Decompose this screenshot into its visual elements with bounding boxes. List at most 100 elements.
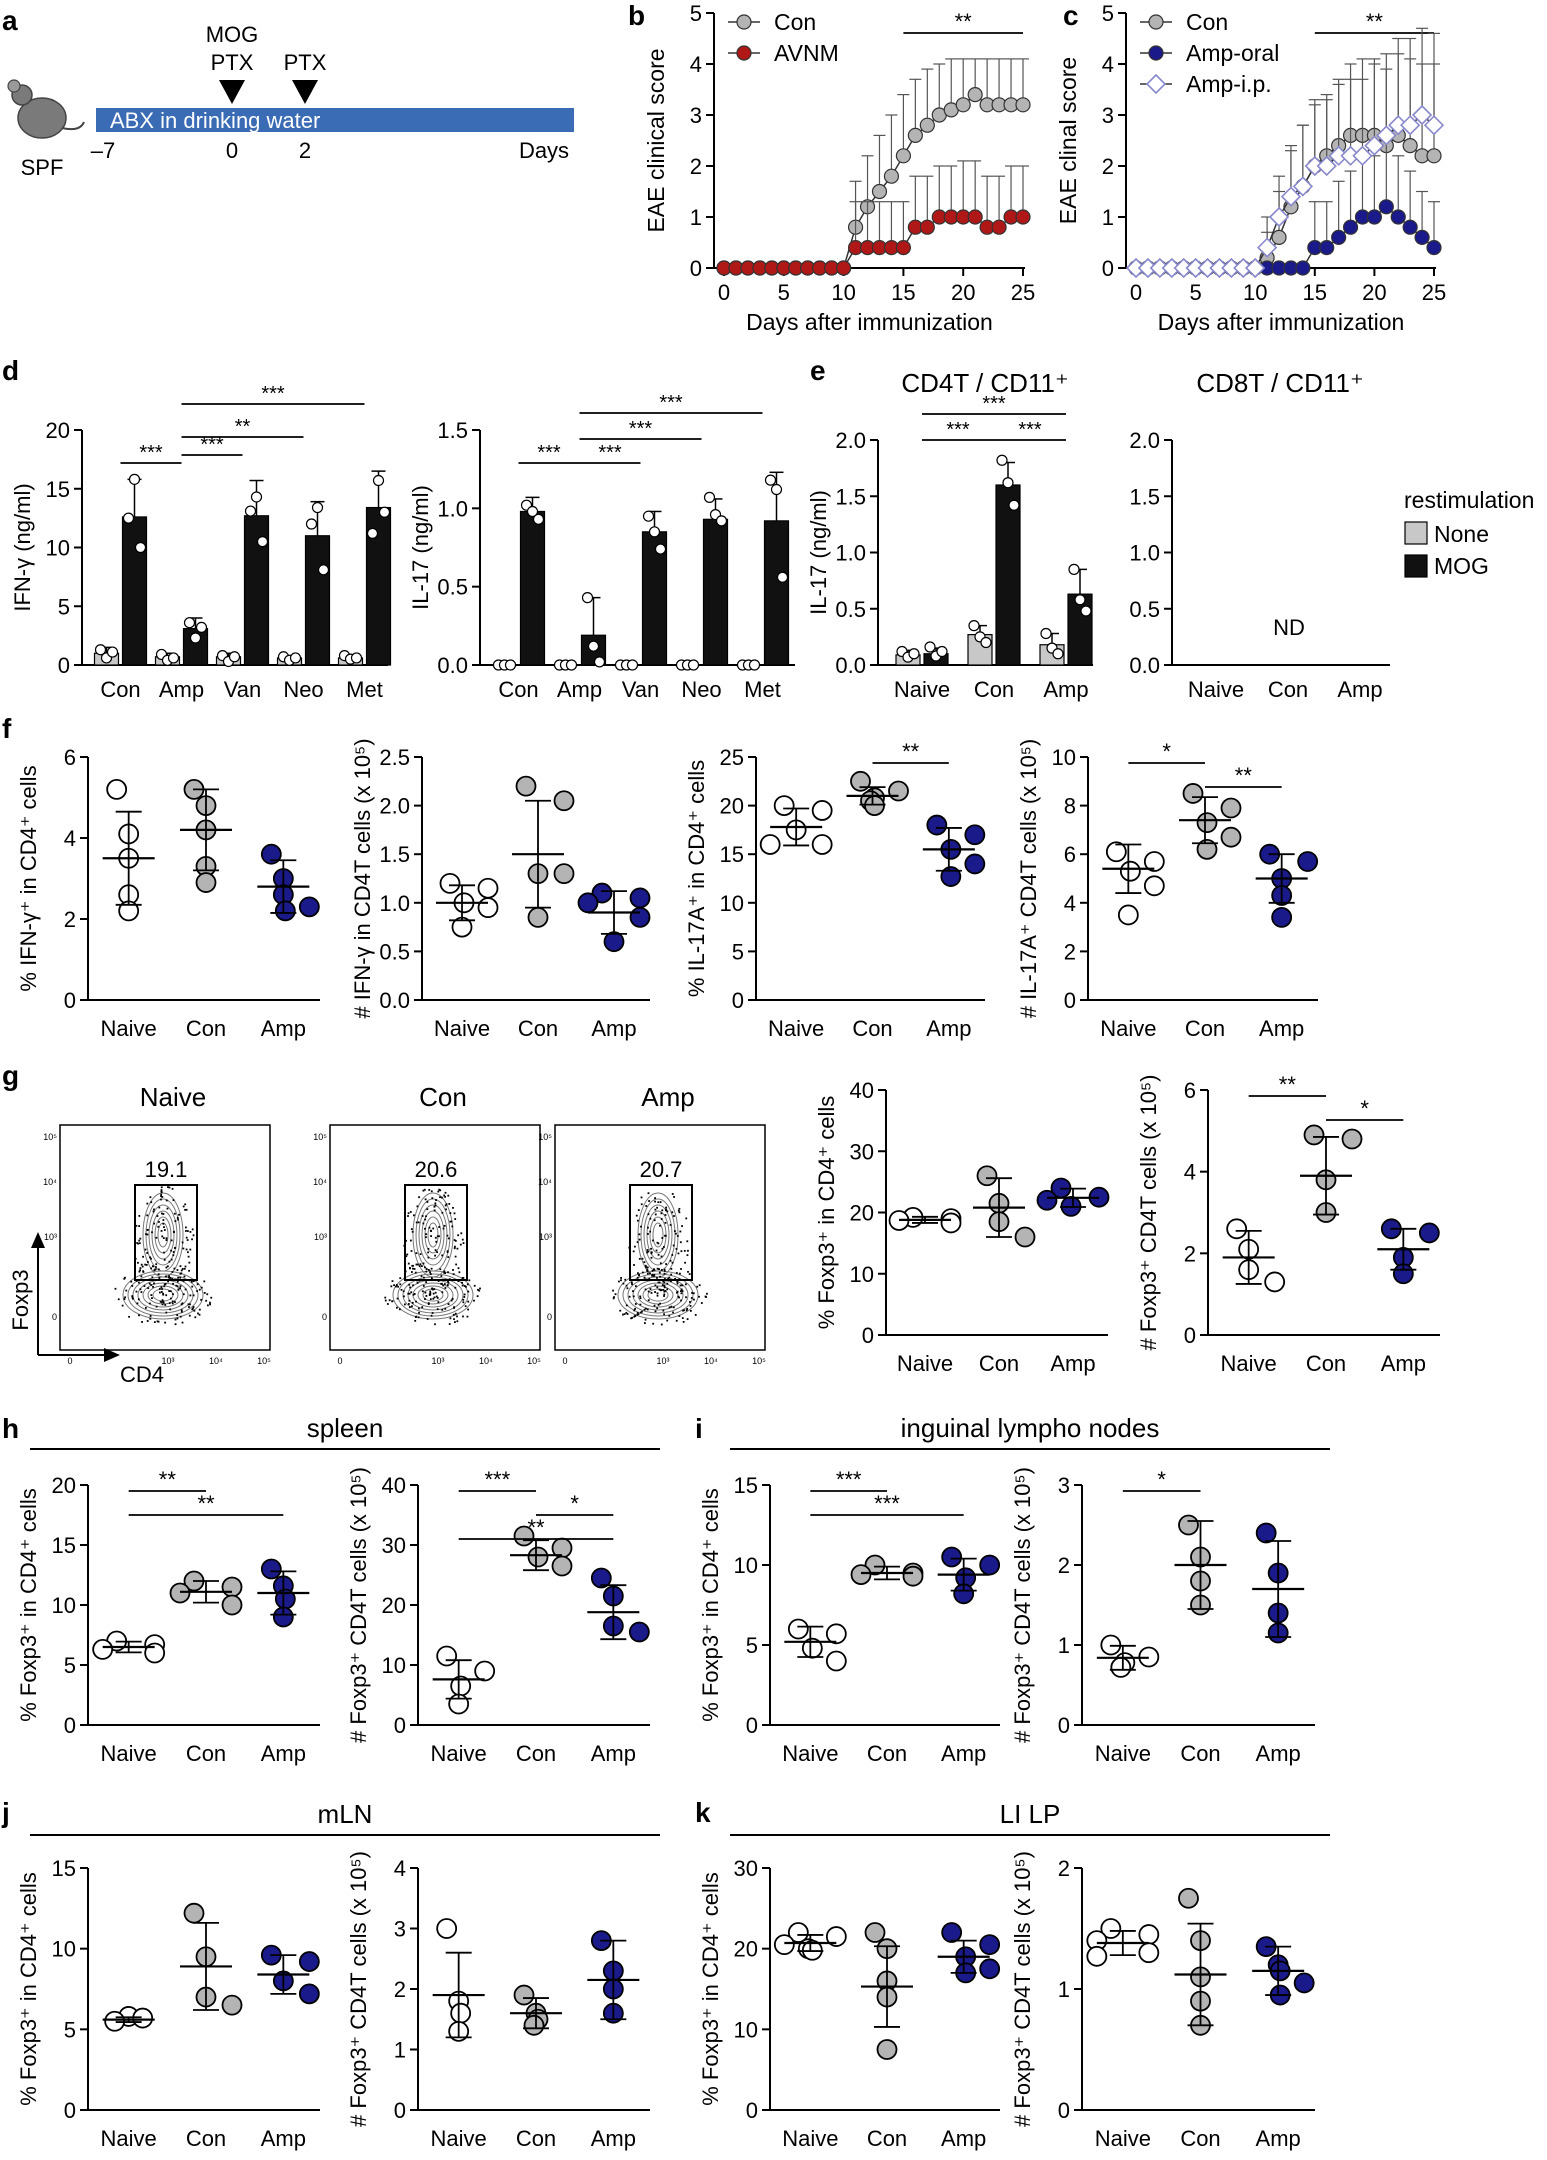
flow-plot-naive-event <box>163 1251 165 1254</box>
chart-c-x-tick-label: 10 <box>1243 280 1267 305</box>
flow-plot-amp-event <box>660 1218 663 1220</box>
flow-plot-con-y-tick-label: 10³ <box>314 1232 327 1242</box>
chart-d1-y-tick-label: 5 <box>58 594 70 619</box>
flow-plot-con-frame <box>329 1124 541 1351</box>
chart-f2-point <box>591 882 613 904</box>
chart-d2-point <box>587 640 600 652</box>
flow-plot-con-event <box>428 1294 431 1296</box>
flow-plot-con-event <box>424 1298 426 1300</box>
flow-plot-naive-event <box>142 1255 144 1258</box>
chart-b-y-tick-label: 2 <box>690 154 702 179</box>
chart-f4-point <box>1297 851 1319 872</box>
flow-plot-amp-event <box>620 1279 622 1282</box>
flow-plot-con-event <box>405 1239 407 1242</box>
chart-j2-xtick-label: Amp <box>591 2126 636 2151</box>
flow-plot-naive-event <box>188 1306 190 1308</box>
chart-k2-y-tick-label: 0 <box>1058 2098 1070 2123</box>
flow-plot-con-event <box>418 1196 420 1199</box>
flow-plot-naive-event <box>181 1268 184 1270</box>
chart-d2-bar <box>702 518 729 666</box>
chart-g2-y-tick-label: 4 <box>1184 1160 1196 1185</box>
flow-plot-amp-event <box>689 1301 691 1303</box>
chart-d2-point <box>715 515 728 527</box>
flow-plot-amp-event <box>626 1287 629 1290</box>
flow-plot-naive-event <box>205 1299 208 1302</box>
chart-d2-point <box>565 659 578 671</box>
chart-b-point <box>1015 97 1031 113</box>
flow-plot-amp-event <box>643 1276 646 1279</box>
flow-plot-naive-event <box>171 1302 174 1305</box>
flow-plot-con-event <box>422 1285 425 1287</box>
chart-i2-point <box>1178 1514 1199 1536</box>
flow-plot-naive-event <box>169 1290 172 1293</box>
flow-plot-naive-event <box>180 1309 183 1312</box>
flow-plot-naive-event <box>124 1276 126 1279</box>
flow-plot-naive-event <box>151 1297 153 1299</box>
chart-c-point <box>1426 240 1442 256</box>
flow-plot-amp-event <box>650 1292 653 1294</box>
flow-plot-con-event <box>415 1300 418 1303</box>
flow-plot-naive-event <box>186 1251 189 1254</box>
flow-plot-naive-event <box>145 1233 147 1236</box>
flow-plot-amp-event <box>660 1212 663 1215</box>
chart-d1-point <box>244 505 257 517</box>
flow-plot-naive-event <box>179 1265 182 1268</box>
flow-plot-amp-event <box>636 1241 639 1244</box>
flow-plot-amp-x-tick-label: 0 <box>562 1356 567 1366</box>
flow-plot-naive-event <box>209 1303 211 1306</box>
chart-d1-sig-label: ** <box>235 416 251 438</box>
chart-f2-point <box>527 906 549 928</box>
flow-plot-naive-event <box>174 1247 176 1249</box>
flow-plot-con-event <box>461 1284 464 1287</box>
flow-plot-con-event <box>447 1256 450 1259</box>
chart-g2-point <box>1341 1128 1363 1150</box>
flow-plot-con-event <box>429 1290 432 1293</box>
flow-plot-con-event <box>443 1194 446 1197</box>
flow-plot-amp-event <box>657 1303 660 1306</box>
flow-plot-naive-event <box>170 1249 173 1252</box>
chart-d2-point <box>764 474 777 486</box>
flow-plot-amp-event <box>619 1309 622 1312</box>
flow-plot-con-event <box>447 1237 450 1240</box>
flow-plot-naive-event <box>152 1286 154 1288</box>
panel-label-c: c <box>1063 0 1079 31</box>
chart-d1-point <box>106 646 119 658</box>
flow-plot-con-event <box>446 1250 449 1253</box>
chart-j2-y-tick-label: 1 <box>394 2038 406 2063</box>
flow-plot-con-event <box>403 1295 405 1298</box>
chart-f4-point <box>1143 851 1165 872</box>
flow-plot-con-event <box>447 1280 449 1283</box>
flow-plot-con-event <box>438 1235 440 1238</box>
flow-plot-amp-event <box>662 1289 665 1291</box>
flow-plot-amp-event <box>675 1272 678 1274</box>
flow-plot-naive-contour <box>145 1198 181 1272</box>
flow-plot-con-event <box>427 1302 430 1304</box>
chart-g1-point <box>976 1165 998 1187</box>
chart-j1-point <box>221 1994 243 2016</box>
chart-b-y-tick-label: 4 <box>690 52 702 77</box>
flow-plot-naive-event <box>181 1302 184 1305</box>
chart-e1-xtick-label: Amp <box>1043 677 1088 702</box>
flow-plot-naive-event <box>206 1304 209 1307</box>
flow-plot-naive-event <box>147 1287 150 1290</box>
chart-c-point <box>1256 237 1278 258</box>
chart-j2-xtick-label: Con <box>516 2126 556 2151</box>
chart-d1-point <box>250 491 263 503</box>
chart-k1-point <box>979 1958 1001 1980</box>
flow-plot-con-event <box>439 1196 441 1199</box>
chart-h1-point <box>144 1642 166 1664</box>
flow-plot-con-event <box>408 1299 411 1302</box>
chart-i1-xtick-label: Naive <box>782 1741 838 1766</box>
flow-plot-con-event <box>416 1281 419 1284</box>
flow-plot-amp-event <box>656 1206 658 1209</box>
flow-plot-naive-event <box>162 1222 165 1225</box>
chart-d2-point <box>626 659 639 671</box>
flow-plot-naive-event <box>167 1280 170 1283</box>
flow-plot-amp-event <box>647 1250 650 1253</box>
flow-plot-amp-event <box>663 1284 666 1287</box>
flow-plot-con-event <box>421 1290 424 1293</box>
flow-plot-naive-event <box>161 1303 164 1306</box>
flow-plot-con-event <box>450 1299 453 1302</box>
chart-e1-point <box>1068 563 1080 575</box>
chart-d2-point <box>748 659 761 671</box>
